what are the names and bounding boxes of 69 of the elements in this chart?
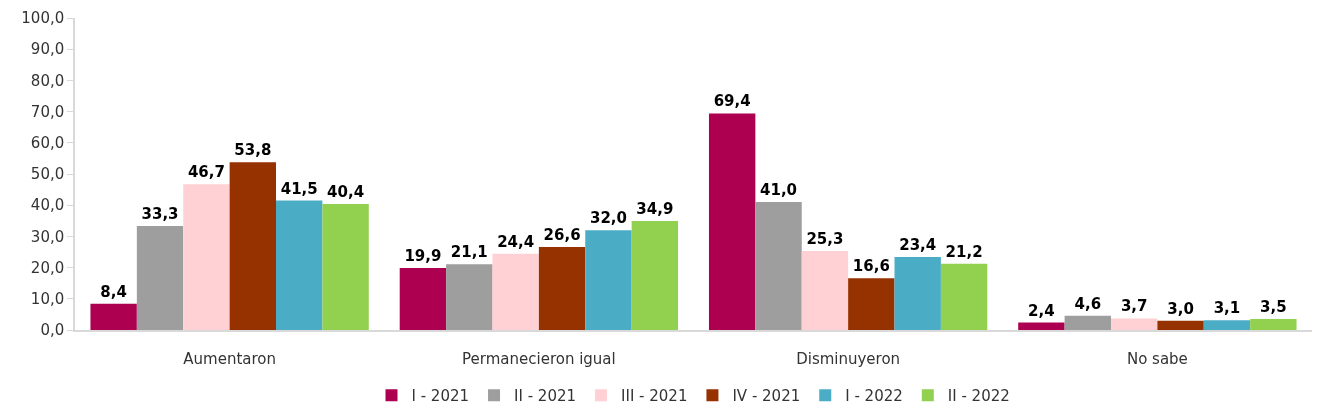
data-label: 69,4 xyxy=(713,92,751,111)
x-tick-label: Permanecieron igual xyxy=(462,349,616,368)
y-tick-label: 70,0 xyxy=(30,102,65,121)
data-label: 21,2 xyxy=(945,242,983,261)
y-tick-label: 100,0 xyxy=(21,9,65,28)
bar xyxy=(585,230,632,330)
data-label: 21,1 xyxy=(450,243,488,262)
bar xyxy=(183,184,230,330)
y-tick-label: 0,0 xyxy=(40,321,65,340)
bar xyxy=(1203,320,1251,330)
data-label: 3,7 xyxy=(1120,297,1148,316)
legend-label: I - 2022 xyxy=(845,387,903,406)
y-tick-label: 80,0 xyxy=(30,71,65,90)
y-tick-label: 30,0 xyxy=(30,227,65,246)
bar xyxy=(1018,322,1065,330)
data-label: 32,0 xyxy=(589,209,627,228)
bar xyxy=(90,303,137,330)
y-tick-label: 10,0 xyxy=(30,290,65,309)
data-label: 33,3 xyxy=(141,205,179,224)
data-label: 26,6 xyxy=(543,226,581,245)
bar xyxy=(801,251,849,330)
bar xyxy=(492,253,539,330)
data-label: 3,5 xyxy=(1260,298,1287,317)
y-tick-label: 50,0 xyxy=(30,165,65,184)
bar xyxy=(1250,319,1297,330)
bar xyxy=(136,226,184,330)
data-label: 2,4 xyxy=(1028,301,1055,320)
data-label: 3,0 xyxy=(1167,299,1194,318)
legend-label: IV - 2021 xyxy=(732,387,801,406)
bar xyxy=(1110,318,1158,330)
bar xyxy=(631,221,679,330)
data-label: 46,7 xyxy=(187,163,225,182)
bar xyxy=(894,256,941,330)
bar xyxy=(446,264,493,330)
data-label: 4,6 xyxy=(1074,294,1102,313)
legend-label: I - 2021 xyxy=(411,387,470,406)
bar xyxy=(538,247,586,330)
data-label: 34,9 xyxy=(636,200,674,219)
y-tick-label: 40,0 xyxy=(30,196,65,215)
data-label: 53,8 xyxy=(234,141,272,160)
data-label: 41,5 xyxy=(280,179,318,198)
data-label: 23,4 xyxy=(899,235,937,254)
bar xyxy=(755,202,802,330)
data-label: 3,1 xyxy=(1213,299,1241,318)
x-tick-label: Disminuyeron xyxy=(796,349,901,368)
data-label: 25,3 xyxy=(806,230,844,249)
bar xyxy=(848,278,895,330)
bar xyxy=(940,263,988,330)
data-label: 40,4 xyxy=(327,182,365,201)
x-tick-label: Aumentaron xyxy=(183,349,276,368)
data-label: 41,0 xyxy=(760,181,798,200)
x-tick-label: No sabe xyxy=(1126,349,1188,368)
legend-label: III - 2021 xyxy=(621,387,688,406)
y-tick-label: 20,0 xyxy=(30,258,65,277)
bar xyxy=(229,162,277,330)
data-label: 16,6 xyxy=(852,257,890,276)
bar xyxy=(1064,315,1111,330)
bar xyxy=(399,267,447,330)
bar xyxy=(276,200,323,330)
data-label: 24,4 xyxy=(497,232,535,251)
bar xyxy=(1157,320,1204,330)
data-label: 8,4 xyxy=(100,282,127,301)
data-label: 19,9 xyxy=(404,246,442,265)
bar xyxy=(708,113,756,330)
bar xyxy=(322,203,369,330)
legend-label: II - 2021 xyxy=(514,387,577,406)
legend-label: II - 2022 xyxy=(947,387,1010,406)
y-tick-label: 60,0 xyxy=(30,134,65,153)
y-tick-label: 90,0 xyxy=(30,40,65,59)
